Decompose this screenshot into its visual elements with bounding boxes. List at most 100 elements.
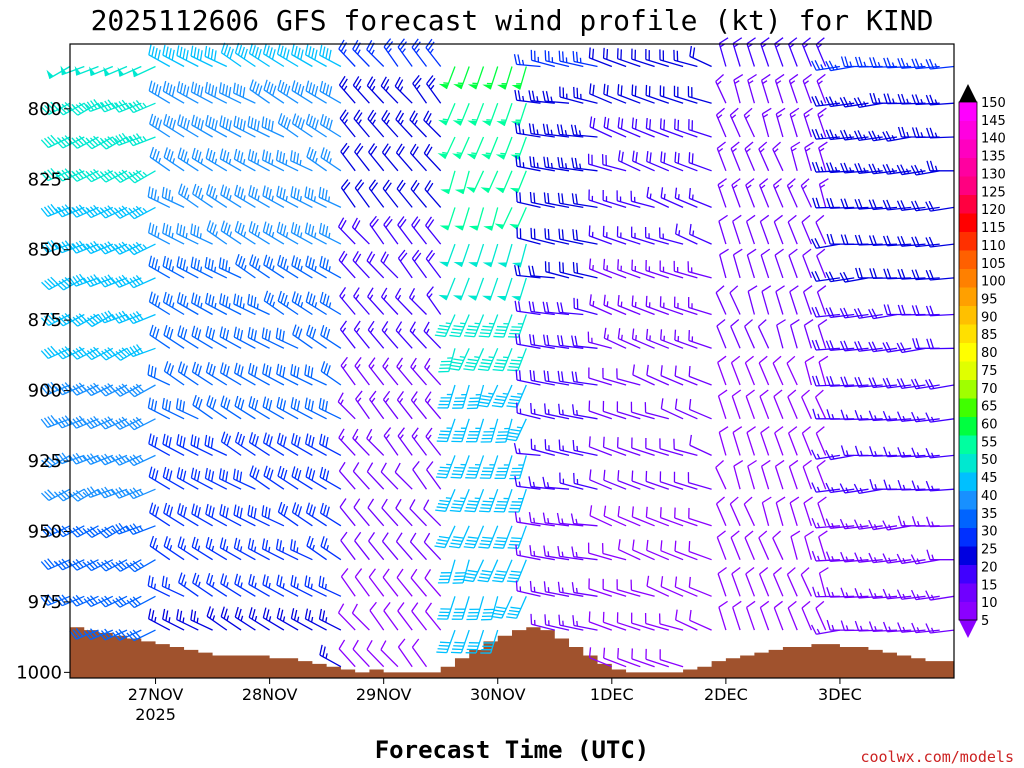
barb-flag: [718, 214, 728, 222]
barb-staff: [830, 313, 855, 319]
barb-flag: [107, 274, 115, 284]
wind-barb: [659, 649, 684, 668]
wind-barb: [305, 80, 327, 104]
barb-staff: [263, 53, 285, 68]
barb-half-flag: [790, 113, 796, 118]
barb-half-flag: [566, 93, 568, 99]
wind-barb: [571, 335, 598, 349]
barb-flag: [247, 363, 252, 374]
wind-barb: [925, 590, 955, 601]
barb-half-flag: [817, 43, 823, 49]
barb-flag: [571, 371, 575, 382]
barb-flag: [118, 629, 127, 638]
wind-barb: [811, 482, 840, 493]
barb-flag: [355, 390, 363, 400]
barb-flag: [840, 409, 846, 420]
barb-flag: [477, 579, 489, 583]
barb-staff: [617, 657, 641, 668]
barb-flag: [438, 403, 450, 406]
barb-half-flag: [562, 620, 564, 626]
wind-barb: [515, 333, 541, 349]
barb-flag: [659, 438, 661, 449]
barb-half-flag: [849, 61, 853, 67]
barb-staff: [488, 525, 499, 549]
barb-flag: [514, 122, 518, 134]
barb-half-flag: [934, 165, 938, 171]
barb-flag: [544, 228, 547, 239]
barb-half-flag: [196, 617, 199, 624]
barb-flag: [265, 223, 270, 234]
barb-staff: [338, 470, 356, 490]
wind-barb: [247, 504, 270, 527]
barb-flag: [282, 366, 286, 378]
barb-flag: [290, 397, 294, 408]
wind-barb: [826, 619, 855, 631]
barb-staff: [394, 471, 413, 490]
barb-flag: [291, 291, 296, 302]
colorbar-label: 50: [981, 453, 998, 468]
wind-barb: [276, 396, 299, 420]
barb-flag: [69, 455, 77, 465]
barb-staff: [901, 488, 926, 491]
barb-flag: [910, 200, 917, 212]
wind-barb: [163, 147, 185, 172]
barb-flag: [761, 285, 772, 292]
barb-staff: [573, 134, 598, 138]
barb-flag: [437, 618, 448, 620]
barb-half-flag: [228, 266, 231, 273]
barb-staff: [178, 193, 199, 208]
barb-flag: [267, 330, 271, 341]
wind-barb: [451, 418, 470, 443]
barb-flag: [165, 610, 169, 621]
barb-staff: [48, 136, 71, 149]
barb-flag: [190, 609, 193, 621]
wind-barb: [176, 434, 199, 456]
wind-barb: [911, 58, 940, 70]
wind-barb: [896, 164, 926, 176]
barb-flag: [659, 649, 661, 660]
barb-half-flag: [891, 134, 896, 141]
wind-barb: [602, 189, 627, 209]
barb-staff: [816, 243, 841, 249]
barb-pennant: [438, 294, 448, 301]
barb-flag: [72, 105, 82, 114]
barb-flag: [41, 281, 50, 291]
barb-flag: [290, 608, 295, 619]
barb-half-flag: [475, 463, 481, 466]
barb-flag: [570, 124, 575, 136]
barb-staff: [133, 488, 156, 500]
barb-flag: [395, 143, 403, 154]
barb-staff: [91, 525, 114, 539]
barb-flag: [397, 216, 405, 226]
barb-flag: [55, 282, 64, 291]
wind-barb: [383, 215, 399, 245]
barb-flag: [251, 256, 257, 267]
barb-half-flag: [816, 486, 821, 492]
barb-flag: [135, 133, 144, 143]
barb-flag: [250, 328, 254, 340]
barb-flag: [453, 645, 464, 647]
barb-staff: [205, 513, 228, 527]
barb-flag: [901, 304, 906, 316]
wind-barb: [97, 383, 128, 397]
barb-pennant: [438, 83, 449, 89]
barb-staff: [192, 404, 213, 420]
barb-half-flag: [299, 232, 303, 238]
barb-flag: [83, 173, 92, 183]
barb-staff: [178, 371, 199, 386]
wind-barb: [112, 241, 142, 255]
barb-flag: [646, 364, 649, 376]
barb-flag: [234, 606, 239, 618]
wind-barb: [481, 136, 499, 160]
wind-barb: [811, 270, 840, 282]
barb-staff: [559, 413, 584, 420]
barb-flag: [83, 529, 93, 538]
barb-flag: [283, 258, 288, 270]
barb-staff: [815, 525, 840, 529]
barb-half-flag: [676, 267, 679, 273]
barb-staff: [291, 53, 313, 68]
barb-staff: [531, 237, 555, 245]
barb-staff: [858, 418, 883, 421]
barb-half-flag: [620, 265, 622, 271]
barb-staff: [320, 370, 342, 386]
